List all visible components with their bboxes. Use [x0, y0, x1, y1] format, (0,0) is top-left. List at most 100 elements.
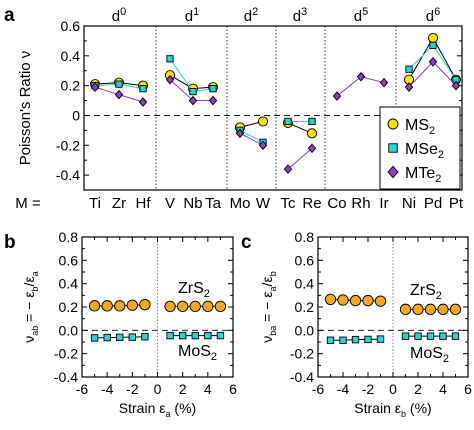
data-point-MoS2-c	[364, 335, 372, 344]
data-point-MSe2-Pd	[429, 41, 437, 49]
legend-a: MS2 MSe2 MTe2	[379, 106, 461, 190]
series-ZrS2-c	[324, 293, 462, 315]
data-point-MoS2-b	[216, 331, 225, 340]
series-label-ZrS2-c: ZrS2	[410, 282, 442, 302]
y-tick-label-b: 0.8	[59, 229, 79, 245]
chart-panel-b: 0.8 0.6 0.4 0.2 0.0 -0.2 -0.4-6 -4 -2 0 2 4 6 Strain …	[21, 229, 237, 419]
y-tick-label-b: 0.2	[59, 299, 79, 315]
x-tick-label-W: W	[256, 195, 271, 212]
data-point-ZrS2-c	[424, 303, 437, 315]
data-point-MS2-W	[257, 116, 269, 127]
data-point-MSe2-Re	[308, 117, 316, 126]
data-point-MoS2-c	[376, 335, 385, 343]
data-point-MoS2-c	[351, 335, 360, 344]
series-line-MTe2	[239, 132, 264, 146]
data-point-ZrS2-c	[374, 295, 387, 307]
legend-label-MSe2: MSe2	[405, 141, 444, 161]
group-header-d0: d0	[112, 6, 126, 25]
data-point-ZrS2-b	[88, 300, 101, 312]
y-tick-label-c: 0.0	[295, 322, 315, 338]
data-point-MSe2-Zr	[115, 80, 123, 88]
data-point-MTe2-Zr	[114, 89, 124, 100]
x-tick-label-Rh: Rh	[351, 195, 370, 212]
x-tick-label-Ta: Ta	[205, 195, 222, 212]
series-line-MSe2	[239, 129, 264, 143]
data-point-MSe2-Hf	[139, 85, 147, 93]
data-point-MoS2-b	[128, 333, 137, 341]
group-header-d6: d6	[426, 6, 440, 25]
series-line-MTe2	[287, 147, 313, 170]
x-tick-label-Zr: Zr	[112, 195, 126, 212]
x-tick-label-c: -6	[312, 381, 325, 397]
y-tick-label-a: 0.2	[61, 78, 81, 94]
data-point-MoS2-c	[339, 336, 347, 344]
x-prefix-label: M =	[15, 195, 41, 212]
data-point-ZrS2-b	[126, 299, 138, 311]
x-tick-label-Nb: Nb	[183, 195, 202, 212]
data-point-ZrS2-b	[139, 299, 151, 311]
y-axis-label-a: Poisson's Ratio ν	[17, 51, 34, 166]
chart-panel-a: 0.6 0.4 0.2 0 -0.2 -0.4 Poisson's Ratio ν d0 d1 d…	[15, 6, 464, 212]
legend-label-MS2: MS2	[405, 117, 435, 137]
data-point-ZrS2-b	[189, 300, 201, 313]
data-point-MS2-Re	[306, 128, 318, 139]
data-point-ZrS2-c	[399, 303, 412, 315]
data-point-MoS2-c	[439, 332, 447, 340]
data-point-ZrS2-c	[362, 294, 374, 307]
y-tick-label-b: -0.4	[54, 369, 78, 385]
legend-marker-MSe2	[388, 143, 398, 153]
series-MSe2	[91, 41, 460, 146]
y-tick-label-c: 0.6	[295, 252, 315, 268]
x-axis-label-b: Strain εa (%)	[119, 400, 196, 419]
x-tick-label-b: -6	[76, 381, 89, 397]
x-tick-label-c: 2	[414, 381, 422, 397]
data-point-MoS2-b	[103, 333, 111, 342]
data-point-ZrS2-b	[101, 300, 113, 312]
data-point-MoS2-c	[426, 332, 435, 340]
data-point-ZrS2-b	[114, 300, 126, 312]
data-point-MTe2-Hf	[138, 97, 148, 107]
data-point-MTe2-Pd	[428, 56, 438, 67]
data-point-MTe2-Mo	[235, 128, 245, 139]
x-tick-label-b: -4	[101, 381, 114, 397]
data-point-ZrS2-b	[177, 300, 189, 313]
y-axis-label-b: νab = − εb/εa	[21, 271, 40, 342]
data-point-MSe2-Ni	[405, 65, 413, 73]
x-tick-label-Mo: Mo	[230, 195, 251, 212]
y-tick-label-a: -0.4	[56, 167, 80, 183]
x-tick-label-V: V	[165, 195, 175, 212]
data-point-MTe2-Pt	[451, 80, 461, 91]
data-point-MSe2-Tc	[284, 117, 292, 126]
data-point-MoS2-b	[191, 331, 199, 340]
data-point-ZrS2-c	[449, 303, 462, 315]
y-axis-label-c: νba = − εa/εb	[259, 271, 278, 342]
y-tick-label-a: 0.6	[61, 18, 81, 34]
x-tick-label-b: -2	[126, 381, 139, 397]
data-point-MoS2-b	[166, 331, 174, 340]
data-point-ZrS2-b	[202, 300, 214, 313]
legend-marker-MS2	[387, 118, 399, 130]
data-point-ZrS2-c	[324, 293, 337, 306]
series-MoS2-b	[90, 331, 225, 342]
data-point-ZrS2-c	[337, 294, 349, 306]
x-tick-label-Tc: Tc	[281, 195, 297, 212]
y-tick-label-a: 0	[72, 107, 80, 123]
data-point-ZrS2-c	[349, 294, 362, 307]
data-point-MoS2-b	[204, 331, 212, 340]
data-point-MTe2-Re	[307, 143, 317, 154]
data-point-ZrS2-c	[412, 303, 424, 315]
group-header-d2: d2	[244, 6, 258, 25]
series-ZrS2-b	[88, 299, 227, 313]
data-point-MTe2-Nb	[188, 95, 198, 106]
legend-marker-MTe2	[387, 165, 399, 179]
data-point-ZrS2-c	[437, 303, 449, 315]
y-tick-label-c: 0.4	[295, 276, 315, 292]
data-point-MoS2-c	[451, 332, 460, 340]
panel-label-a: a	[4, 5, 15, 26]
y-tick-label-c: -0.4	[290, 369, 314, 385]
series-label-MoS2-b: MoS2	[178, 343, 217, 363]
plot-frame-a	[83, 25, 463, 191]
panel-label-b: b	[4, 232, 16, 253]
data-point-MSe2-Nb	[189, 88, 197, 96]
